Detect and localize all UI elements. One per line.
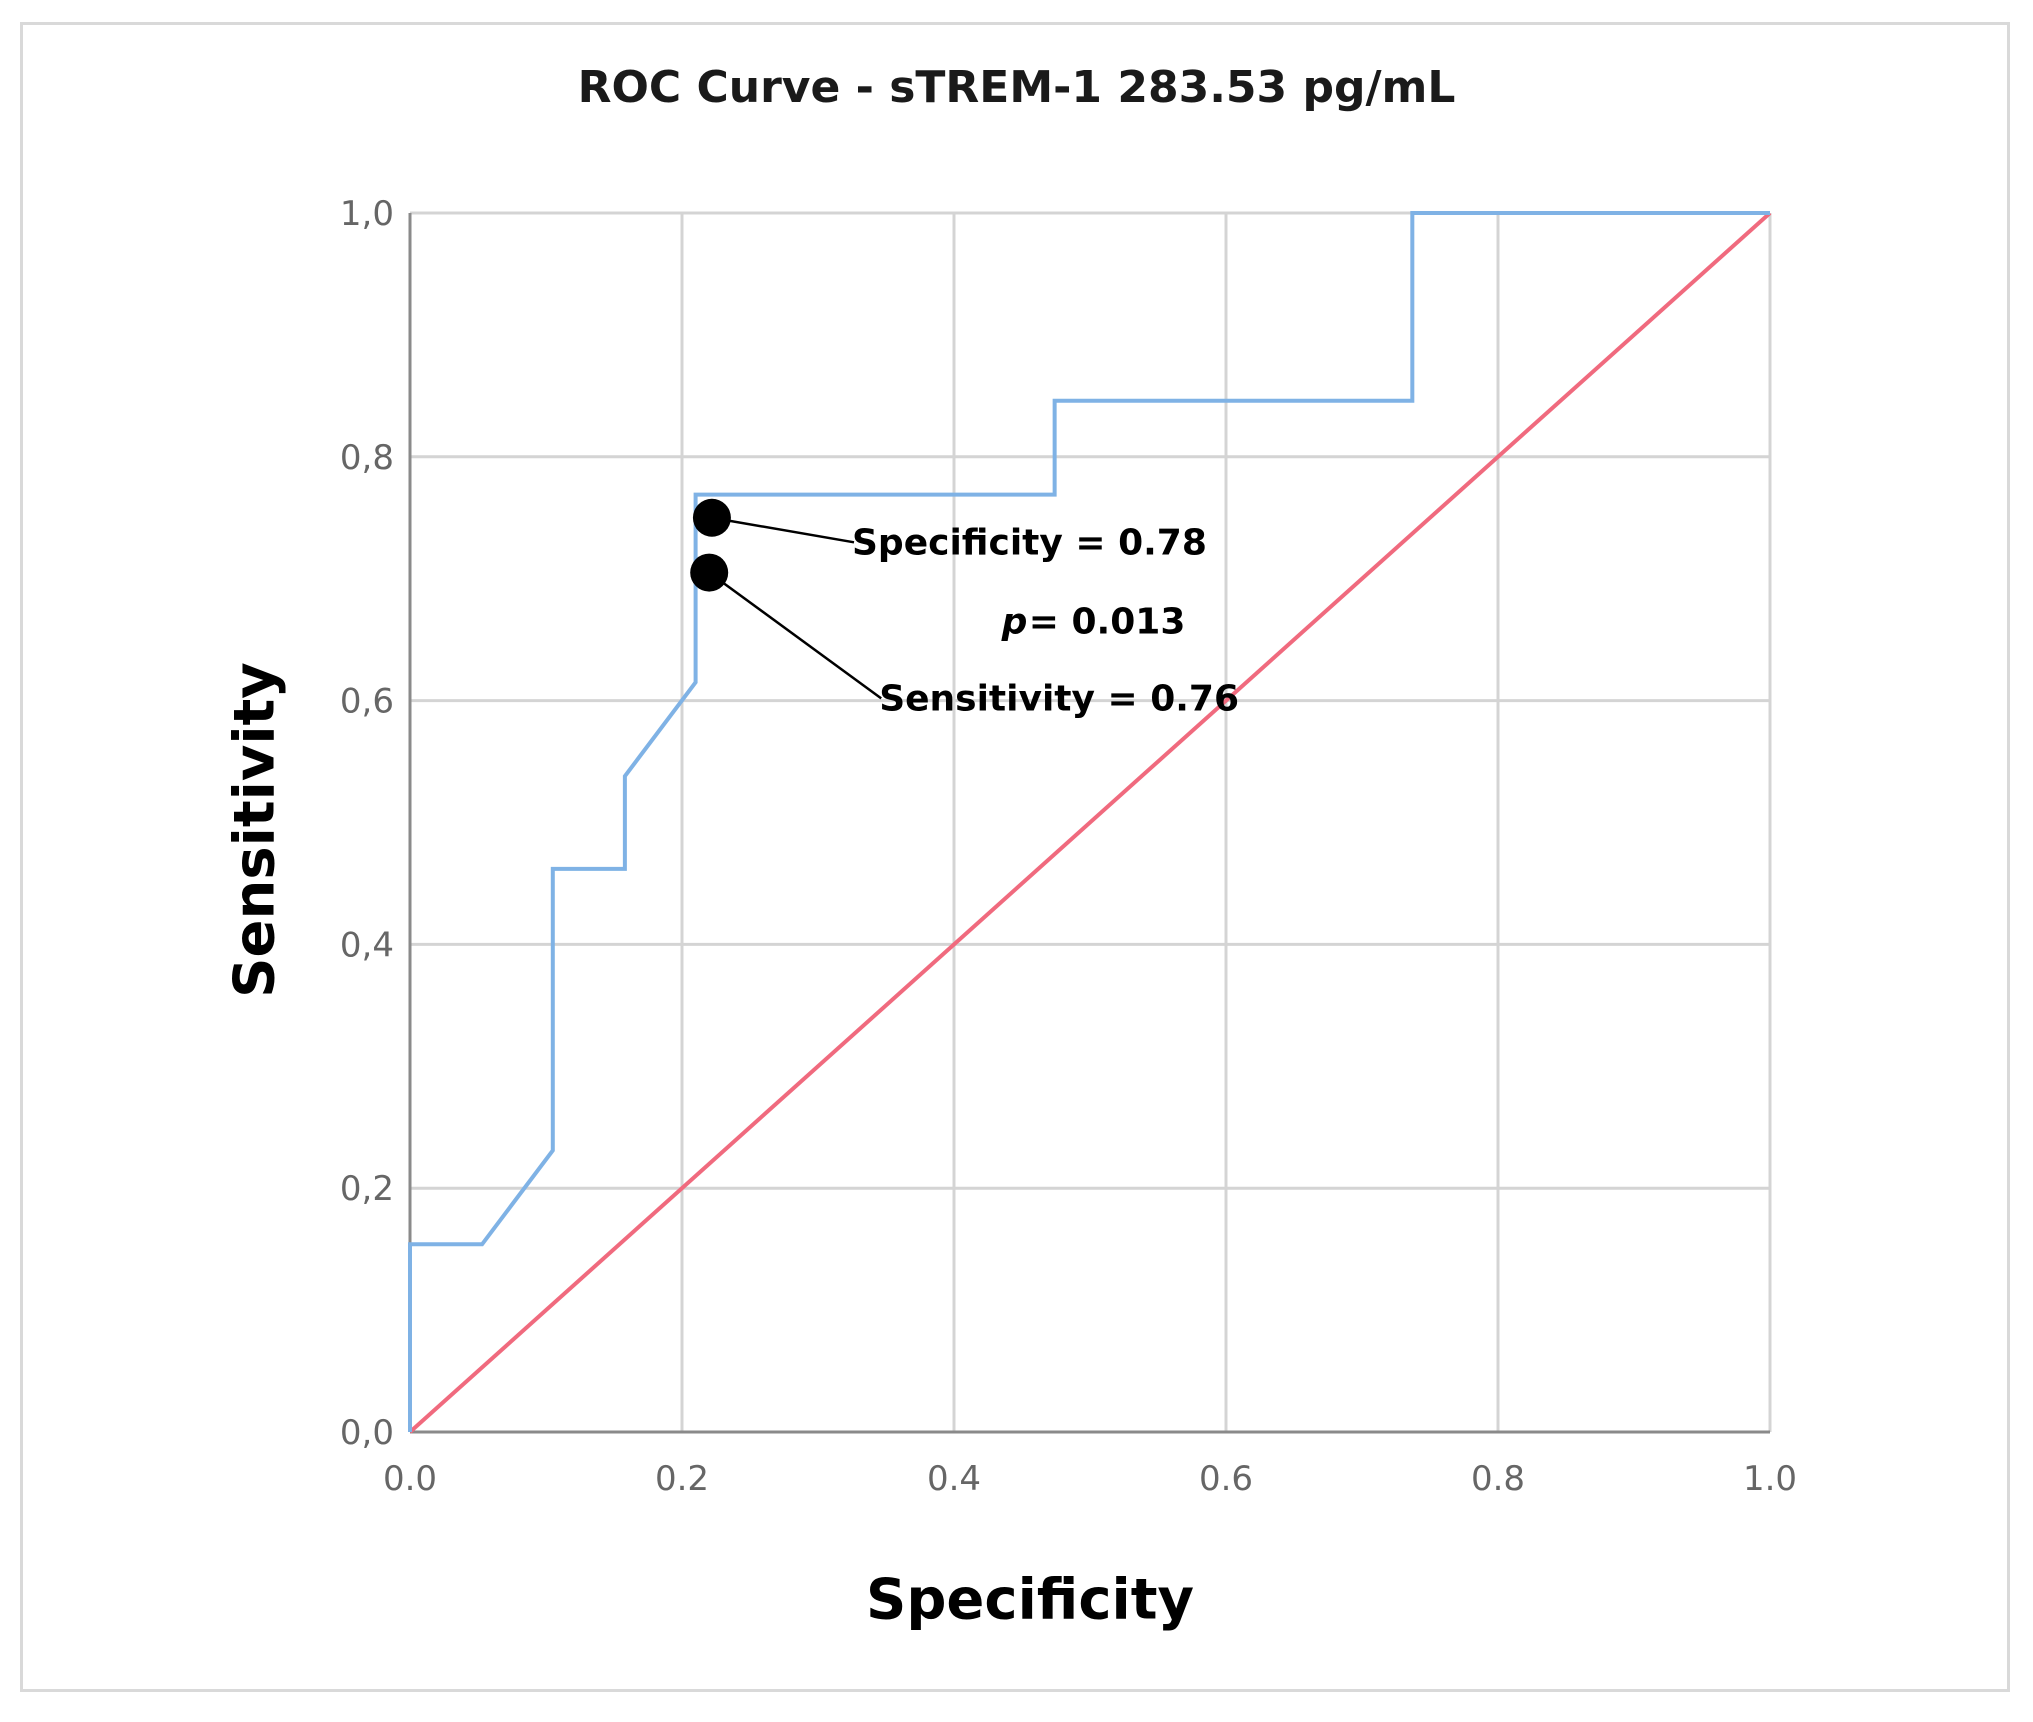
x-tick-label: 0.2	[655, 1459, 709, 1499]
y-tick-label: 0,0	[340, 1413, 394, 1453]
roc-curve-line	[408, 211, 1770, 1432]
y-tick-label: 0,6	[340, 682, 394, 722]
y-tick-label: 1,0	[340, 194, 394, 234]
x-tick-label: 0.8	[1471, 1459, 1525, 1499]
cutoff-point-marker	[690, 553, 729, 592]
annotation-label: Sensitivity = 0.76	[879, 678, 1239, 719]
x-tick-label: 1.0	[1743, 1459, 1797, 1499]
x-tick-label: 0.4	[927, 1459, 981, 1499]
reference-line	[408, 211, 1772, 1434]
x-tick-label: 0.6	[1199, 1459, 1253, 1499]
y-tick-label: 0,2	[340, 1169, 394, 1209]
chart-title: ROC Curve - sTREM-1 283.53 pg/mL	[577, 62, 1456, 113]
y-tick-label: 0,4	[340, 925, 394, 965]
y-tick-label: 0,8	[340, 438, 394, 478]
figure-frame	[20, 22, 2010, 1692]
leader-line-specificity	[711, 516, 855, 544]
x-axis-label: Specificity	[866, 1567, 1194, 1633]
x-tick-label: 0.0	[383, 1459, 437, 1499]
annotation-label: = 0.013	[1029, 602, 1186, 643]
annotation-label: Specificity = 0.78	[852, 522, 1207, 563]
annotation-label: p	[1001, 602, 1028, 643]
cutoff-point-marker	[692, 498, 731, 537]
leader-line-sensitivity	[708, 571, 882, 700]
